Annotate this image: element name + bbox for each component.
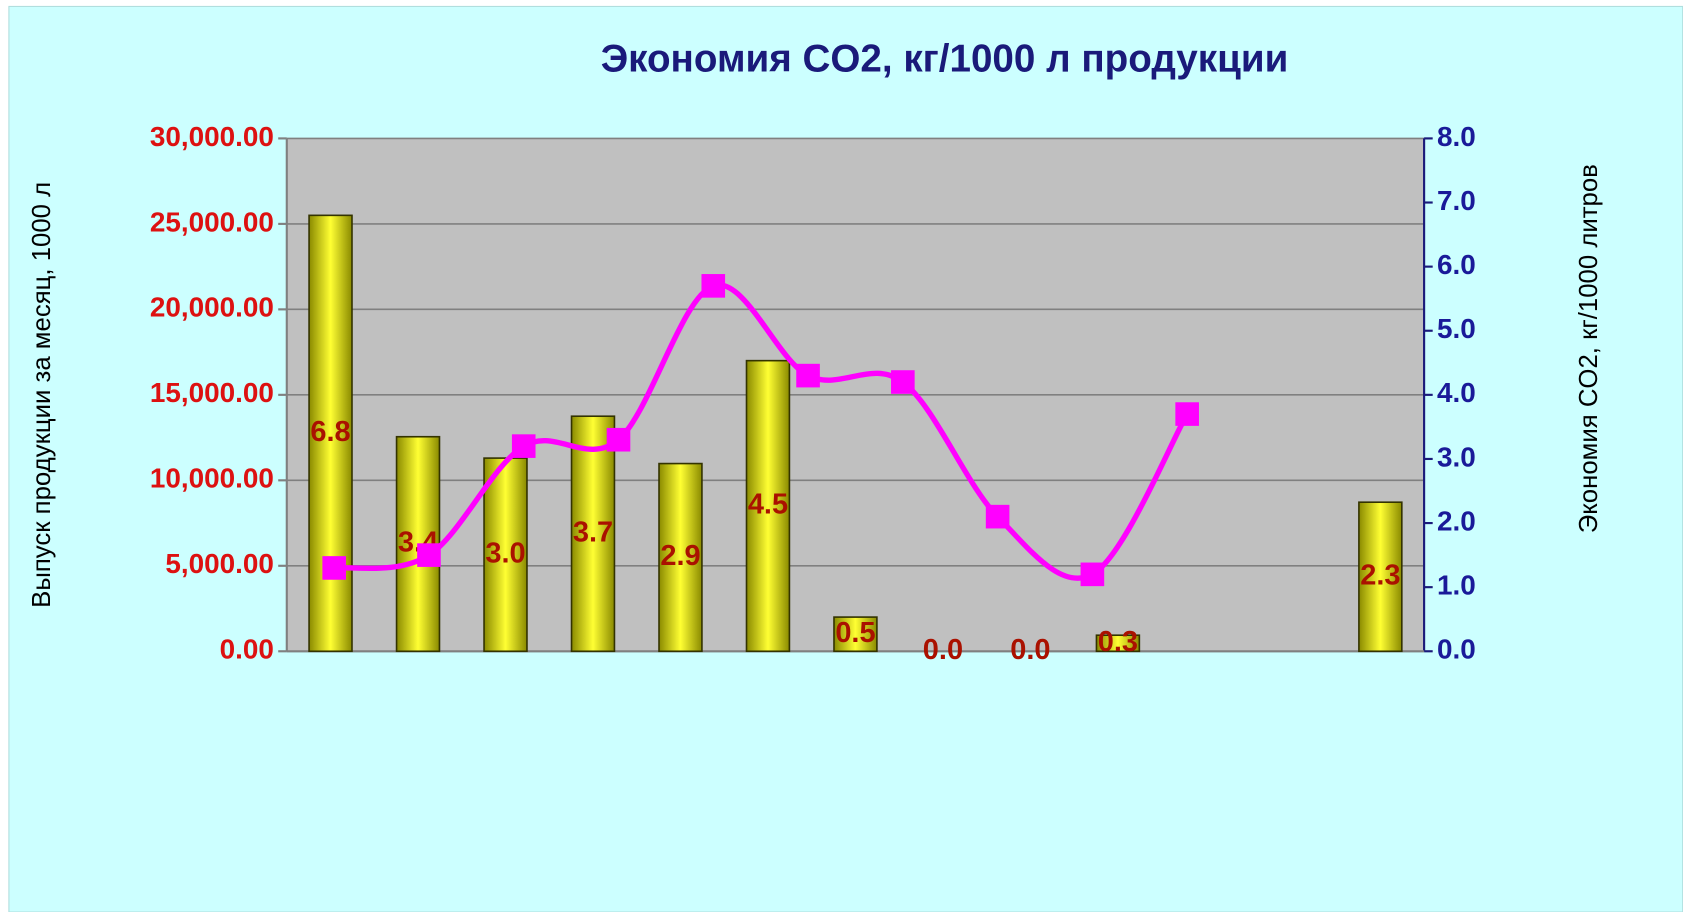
y2-tick-label: 4.0 — [1437, 377, 1476, 408]
y2-tick-label: 0.0 — [1437, 634, 1476, 665]
line-marker — [796, 363, 820, 388]
data-label: 6.8 — [310, 416, 350, 448]
y-tick-label: 15,000.00 — [150, 377, 274, 408]
y2-tick-label: 5.0 — [1437, 313, 1476, 344]
y-tick-label: 30,000.00 — [150, 121, 274, 152]
y2-tick-label: 2.0 — [1437, 505, 1476, 536]
data-label: 3.0 — [485, 537, 525, 569]
y-tick-label: 25,000.00 — [150, 206, 274, 237]
y2-tick-label: 1.0 — [1437, 570, 1476, 601]
y-tick-label: 5,000.00 — [165, 548, 274, 579]
data-label: 0.0 — [923, 634, 963, 666]
data-label: 2.9 — [660, 540, 700, 572]
y-tick-label: 20,000.00 — [150, 292, 274, 323]
bar — [1095, 634, 1141, 653]
y2-tick-label: 7.0 — [1437, 185, 1476, 216]
bar — [483, 457, 528, 653]
y2-axis-title: Экономия CO2, кг/1000 литров — [1575, 164, 1603, 533]
line-marker — [891, 370, 915, 394]
line-marker — [1080, 562, 1105, 587]
data-label: 0.3 — [1098, 626, 1138, 658]
line-marker — [511, 434, 536, 458]
line — [333, 282, 1190, 581]
line-marker — [1175, 402, 1199, 426]
bar — [570, 415, 616, 653]
y-tick-label: 0.00 — [220, 634, 274, 665]
line-marker — [606, 427, 631, 452]
bar — [833, 616, 878, 653]
line-marker — [417, 543, 441, 567]
y-tick-label: 10,000.00 — [150, 463, 274, 494]
bar — [1358, 501, 1403, 653]
data-label: 2.3 — [1360, 559, 1400, 591]
data-label: 4.5 — [748, 489, 788, 521]
line-marker — [322, 556, 346, 580]
y2-tick-label: 3.0 — [1437, 441, 1476, 472]
y2-tick-label: 8.0 — [1437, 121, 1476, 152]
chart-title: Экономия CO2, кг/1000 л продукции — [601, 37, 1289, 80]
bar — [658, 462, 703, 653]
data-label: 0.5 — [835, 617, 875, 649]
line-marker — [701, 274, 726, 298]
data-label: 0.0 — [1010, 634, 1050, 666]
line-marker — [985, 504, 1010, 529]
data-label: 3.7 — [573, 516, 613, 548]
bar — [745, 359, 791, 653]
y2-tick-label: 6.0 — [1437, 249, 1476, 280]
y-axis-title: Выпуск продукции за месяц, 1000 л — [28, 182, 56, 608]
